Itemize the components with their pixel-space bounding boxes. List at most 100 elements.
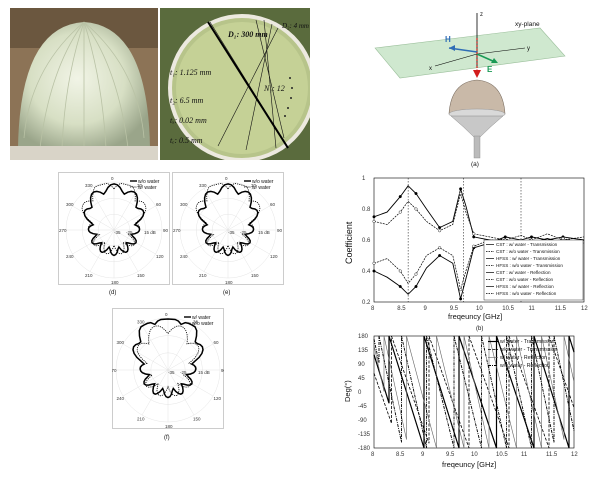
polar-angle-label: 270 [173, 228, 181, 233]
x-tick-label: 11.5 [555, 306, 567, 312]
y-tick-label: 0.8 [362, 207, 371, 213]
data-point [459, 192, 463, 196]
radial-label: 15 dB [144, 230, 156, 235]
polar-angle-labels: 0 30 60 90 120 150 180 210 240 270 300 330 [173, 176, 283, 285]
legend-entry: w/ water [252, 185, 271, 191]
x-tick-label: 10 [471, 452, 478, 458]
polar-angle-label: 120 [156, 254, 164, 259]
polar-grid-spoke [227, 205, 270, 231]
radial-label: 15 dB [258, 230, 270, 235]
polar-angle-label: 60 [270, 202, 276, 207]
series-line [373, 335, 575, 449]
polar-plot-e: w/o water w/ water 0 30 60 90 120 150 180 210 24… [172, 172, 284, 296]
data-point [398, 269, 402, 273]
polar-grid-spoke [227, 188, 253, 231]
k-wave-arrow [473, 70, 481, 78]
legend-entry: CST : w/ water - Reflection [496, 270, 551, 275]
x-tick-label: 10 [476, 306, 483, 312]
y-axis-label: Deg(°) [343, 380, 352, 402]
y-tick-label: 180 [358, 334, 369, 340]
series-group [373, 335, 575, 449]
polar-grid [65, 181, 163, 279]
polar-plot-f: w/ water w/o water 0 30 60 90 120 150 180 210 24… [112, 308, 224, 441]
polar-angle-label: 120 [270, 254, 278, 259]
legend-entry: w/o water [252, 179, 274, 185]
x-tick-labels: 8 8.5 9 9.5 10 10.5 11 11.5 12 [371, 452, 578, 458]
polar-grid-spoke [227, 229, 270, 255]
polar-grid-spoke [203, 188, 229, 231]
legend-entry: HFSS : w/ water - Reflection [496, 284, 554, 289]
x-tick-label: 12 [581, 306, 588, 312]
x-tick-label: 8.5 [396, 452, 405, 458]
y-tick-label: 0.2 [362, 300, 371, 306]
y-tick-label: 0.4 [362, 269, 371, 275]
data-point [414, 272, 418, 276]
data-point [529, 235, 533, 239]
polar-grid-spoke [113, 229, 156, 255]
x-tick-label: 8 [371, 306, 375, 312]
x-axis-label: x [429, 66, 432, 72]
y-axis-label: Coefficient [344, 221, 354, 264]
x-tick-label: 12 [571, 452, 578, 458]
label-N1: N₁: 12 [264, 84, 285, 93]
x-tick-label: 10.5 [496, 452, 508, 458]
polar-angle-label: 210 [137, 416, 145, 421]
polar-curve-w-water [132, 318, 204, 399]
polar-angle-label: 330 [137, 320, 145, 325]
polar-angle-label: 120 [213, 396, 221, 401]
radial-label: -35 [114, 230, 121, 235]
data-point [438, 226, 442, 230]
legend-entry: w/o water [192, 321, 214, 327]
polar-grid-spoke [89, 229, 115, 272]
y-tick-label: 0 [358, 390, 362, 396]
polar-angle-label: 300 [117, 340, 125, 345]
data-point [472, 235, 476, 239]
phase-chart: 8 8.5 9 9.5 10 10.5 11 11.5 12 180 135 90 45 0 -45 -90… [343, 334, 578, 469]
data-point [372, 261, 376, 265]
data-point [414, 207, 418, 211]
legend-entry: w/ water - Reflection [500, 355, 547, 361]
polar-angle-label: 150 [251, 273, 259, 278]
polar-angle-label: 60 [156, 202, 162, 207]
polar-angle-labels: 0 30 60 90 120 150 180 210 240 270 300 330 [112, 312, 224, 429]
polar-grid-spoke [186, 229, 229, 255]
data-point [561, 236, 565, 240]
polar-angle-label: 90 [163, 228, 169, 233]
data-point [372, 219, 376, 223]
caption-d: (d) [109, 290, 116, 296]
coefficient-chart: 8 8.5 9 9.5 10 10.5 11 11.5 12 0.2 0.4 0.6 0.8 1 CST… [344, 176, 588, 332]
data-point [438, 253, 442, 257]
data-point [414, 284, 418, 288]
legend-entry: w/ water [138, 185, 157, 191]
plot-area [373, 335, 575, 449]
data-point [459, 297, 463, 301]
polar-grid-spoke [122, 369, 169, 397]
chart-legend: CST : w/ water - Transmission CST : w/o w… [483, 239, 584, 301]
polar-angle-label: 0 [165, 312, 168, 317]
series-line [373, 335, 575, 449]
series-line [373, 335, 575, 449]
y-tick-label: -90 [358, 418, 367, 424]
polar-angle-label: 210 [199, 273, 207, 278]
polar-grid-spoke [141, 324, 169, 371]
data-point [372, 269, 376, 273]
polar-angle-label: 150 [137, 273, 145, 278]
data-point [414, 192, 418, 196]
polar-curve-wo-water [136, 325, 200, 397]
xy-plane-label: xy-plane [515, 21, 540, 28]
polar-angle-label: 330 [85, 183, 93, 188]
polar-grid [179, 181, 277, 279]
data-point [398, 210, 402, 214]
legend-entry: HFSS : w/ water - Transmission [496, 256, 561, 261]
x-tick-label: 9.5 [446, 452, 455, 458]
polar-angle-label: 90 [221, 368, 224, 373]
dome-base-photo: D₁: 300 mm D₂: 4 mm N₁: 12 t₁: 1.125 mm … [160, 8, 310, 160]
y-tick-label: 1 [362, 176, 366, 182]
chart-legend: w/ water - Transmission w/o water - Trans… [488, 339, 557, 369]
series-line [373, 185, 585, 244]
polar-angle-label: 210 [85, 273, 93, 278]
y-tick-label: 0.6 [362, 238, 371, 244]
polar-grid-spoke [167, 343, 214, 371]
polar-angle-label: 240 [66, 254, 74, 259]
polar-grid-spoke [186, 205, 229, 231]
